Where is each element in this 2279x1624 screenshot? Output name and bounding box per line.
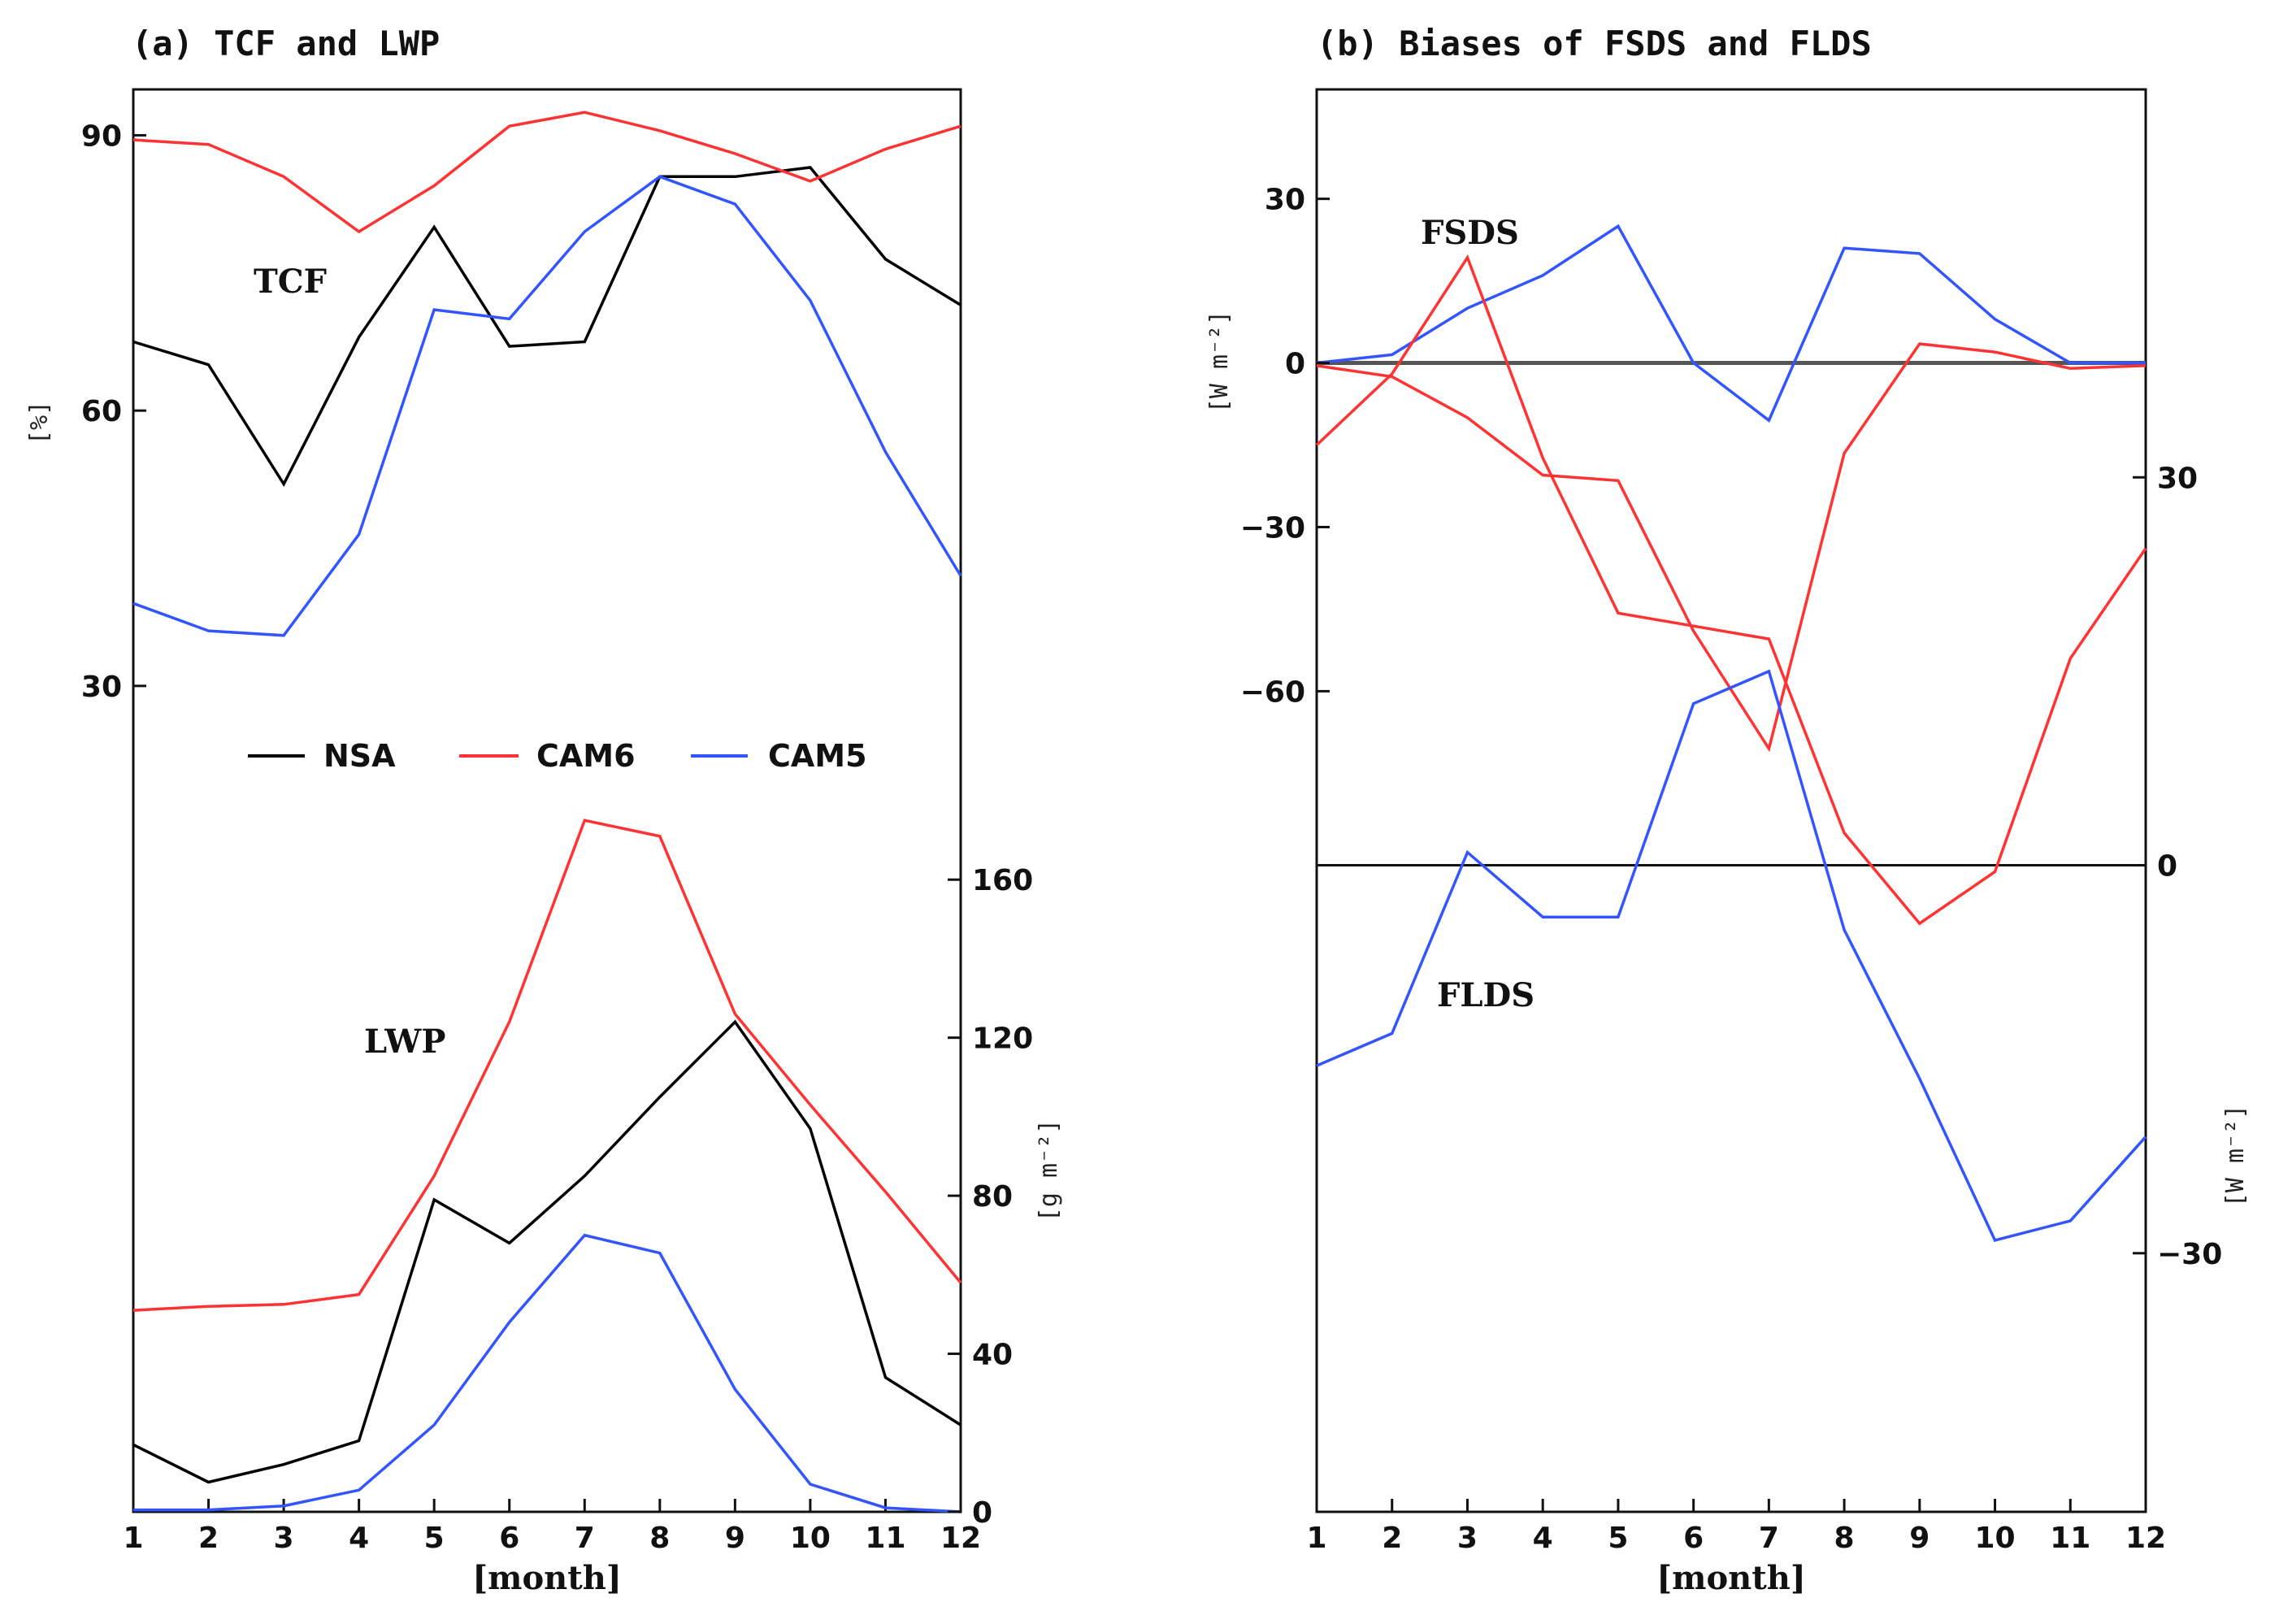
annotation-flds: FLDS (1437, 976, 1535, 1014)
panel-a-xtick-label-10: 10 (790, 1522, 831, 1555)
panel-a-tcf-axis: 30 60 90 (81, 119, 146, 704)
series-tcf-cam6 (132, 111, 962, 234)
panel-b-flds-axis: −30 0 30 (2133, 462, 2222, 1271)
panel-b-fsds-axis: −60 −30 0 30 (1240, 184, 1330, 709)
panel-a-xtick-label-12: 12 (940, 1522, 981, 1555)
panel-a-tcf-ylabel: [%] (25, 401, 54, 445)
panel-b-fsds-ylabel: [W m⁻²] (1205, 310, 1234, 413)
panel-b-fsds-ytick-label-1: −30 (1240, 511, 1305, 545)
panel-b-flds-ytick-label-0: −30 (2157, 1238, 2222, 1271)
panel-b-biases: (b) Biases of FSDS and FLDS 1 2 3 4 5 6 7 8 9 10 1… (1205, 24, 2250, 1597)
panel-b-xtick-label-11: 11 (2050, 1522, 2090, 1555)
legend-cam5-label: CAM5 (768, 738, 867, 774)
panel-b-xtick-label-5: 5 (1608, 1522, 1628, 1555)
panel-a-xtick-label-8: 8 (649, 1522, 670, 1555)
series-lwp-cam5 (133, 1233, 962, 1513)
panel-b-flds-ytick-label-2: 30 (2157, 462, 2198, 495)
series-fsds-cam5 (1316, 224, 2146, 423)
panel-b-fsds-ytick-label-2: 0 (1285, 348, 1305, 381)
series-tcf-cam5 (132, 175, 962, 637)
panel-b-xtick-label-6: 6 (1683, 1522, 1704, 1555)
series-tcf-nsa (132, 166, 962, 488)
panel-b-x-label: [month] (1656, 1559, 1806, 1597)
panel-b-xtick-label-10: 10 (1974, 1522, 2015, 1555)
panel-b-flds-ylabel: [W m⁻²] (2221, 1105, 2250, 1207)
panel-a-tcf-ytick-label-1: 60 (81, 395, 122, 428)
series-lwp-nsa (132, 1019, 962, 1484)
panel-a-xtick-label-1: 1 (123, 1522, 143, 1555)
panel-b-xtick-label-9: 9 (1909, 1522, 1930, 1555)
panel-b-zero-lines (1317, 361, 2146, 867)
annotation-lwp: LWP (364, 1023, 445, 1061)
series-flds-cam6 (1315, 254, 2147, 926)
panel-a-xtick-label-2: 2 (198, 1522, 219, 1555)
panel-a-xtick-label-3: 3 (274, 1522, 294, 1555)
panel-b-xtick-label-8: 8 (1834, 1522, 1855, 1555)
legend: NSA CAM6 CAM5 (248, 738, 867, 774)
panel-a-lwp-axis: 0 40 80 120 160 (948, 864, 1033, 1530)
legend-nsa-label: NSA (323, 738, 396, 774)
panel-b-xtick-label-7: 7 (1759, 1522, 1779, 1555)
panel-b-xtick-label-1: 1 (1306, 1522, 1326, 1555)
panel-a-xtick-label-5: 5 (424, 1522, 445, 1555)
panel-a-lwp-ytick-label-1: 40 (972, 1339, 1013, 1372)
series-lwp-cam6 (132, 819, 962, 1312)
panel-a-xtick-label-11: 11 (865, 1522, 905, 1555)
panel-a-lwp-ytick-label-0: 0 (972, 1496, 992, 1530)
panel-b-xtick-label-3: 3 (1457, 1522, 1478, 1555)
panel-b-xtick-label-12: 12 (2125, 1522, 2166, 1555)
panel-b-fsds-ytick-label-0: −60 (1240, 675, 1305, 709)
panel-b-flds-ytick-label-1: 0 (2157, 850, 2177, 884)
panel-a-frame (132, 88, 962, 1513)
panel-a-xtick-label-7: 7 (575, 1522, 595, 1555)
panel-a-lines (132, 111, 962, 1513)
panel-b-frame (1315, 88, 2147, 1513)
series-flds-cam5 (1316, 669, 2147, 1242)
panel-a-tcf-ytick-label-2: 90 (81, 119, 122, 153)
panel-a-xtick-label-9: 9 (725, 1522, 745, 1555)
panel-a-lwp-ytick-label-2: 80 (972, 1180, 1013, 1214)
panel-a-x-label: [month] (472, 1559, 622, 1597)
panel-b-xtick-label-2: 2 (1382, 1522, 1402, 1555)
panel-b-fsds-ytick-label-3: 30 (1265, 184, 1305, 217)
panel-a-title: (a) TCF and LWP (132, 24, 440, 63)
panel-a-lwp-ylabel: [g m⁻²] (1035, 1119, 1063, 1222)
panel-b-lines (1315, 224, 2147, 1242)
panel-b-title: (b) Biases of FSDS and FLDS (1317, 24, 1872, 63)
annotation-tcf: TCF (254, 263, 327, 301)
series-fsds-cam6 (1316, 342, 2147, 753)
legend-cam6-label: CAM6 (536, 738, 636, 774)
panel-a-lwp-ytick-label-4: 160 (972, 864, 1033, 897)
panel-a-x-ticks: 1 2 3 4 5 6 7 8 9 10 11 12 (123, 1499, 981, 1555)
annotation-fsds: FSDS (1421, 214, 1519, 252)
panel-a-xtick-label-4: 4 (349, 1522, 369, 1555)
panel-a-tcf-ytick-label-0: 30 (81, 671, 122, 704)
panel-a-lwp-ytick-label-3: 120 (972, 1023, 1033, 1056)
panel-b-xtick-label-4: 4 (1533, 1522, 1553, 1555)
panel-b-x-ticks: 1 2 3 4 5 6 7 8 9 10 11 12 (1306, 1499, 2166, 1555)
panel-a-xtick-label-6: 6 (499, 1522, 519, 1555)
